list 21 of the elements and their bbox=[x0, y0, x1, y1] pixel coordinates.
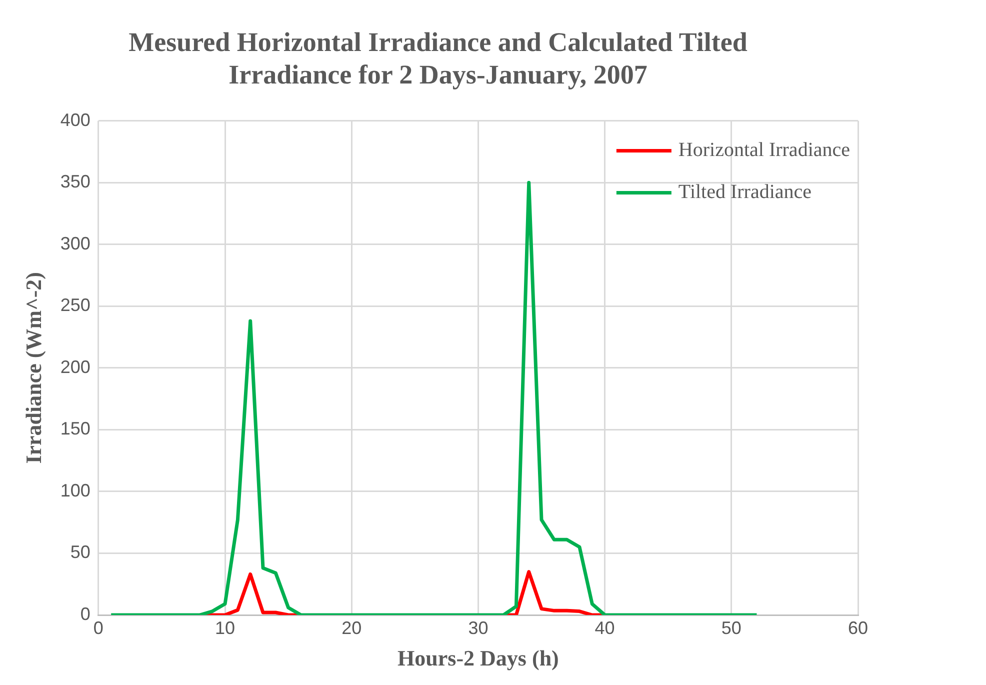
x-tick-label: 10 bbox=[215, 618, 236, 638]
x-tick-label: 0 bbox=[93, 618, 104, 638]
y-tick-label: 200 bbox=[60, 356, 90, 377]
x-tick-label: 60 bbox=[848, 618, 868, 638]
y-tick-label: 100 bbox=[60, 480, 90, 500]
x-tick-label: 20 bbox=[342, 618, 362, 638]
x-axis-title: Hours-2 Days (h) bbox=[398, 645, 559, 670]
y-tick-label: 50 bbox=[70, 542, 90, 562]
y-tick-label: 250 bbox=[60, 295, 90, 316]
x-tick-label: 30 bbox=[468, 618, 488, 638]
legend-label: Tilted Irradiance bbox=[678, 181, 812, 204]
y-tick-label: 350 bbox=[60, 172, 90, 192]
y-axis-title: Irradiance (Wm^-2) bbox=[20, 272, 46, 464]
x-tick-label: 50 bbox=[721, 618, 742, 638]
legend-label: Horizontal Irradiance bbox=[678, 139, 850, 162]
y-tick-label: 400 bbox=[60, 110, 90, 130]
y-tick-label: 150 bbox=[60, 418, 90, 439]
x-tick-label: 40 bbox=[594, 618, 615, 638]
y-tick-label: 0 bbox=[80, 604, 90, 624]
y-tick-label: 300 bbox=[60, 233, 90, 254]
chart-title: Mesured Horizontal Irradiance and Calculated Tilted Irradiance for 2 Days-January, 2007 bbox=[128, 27, 748, 90]
